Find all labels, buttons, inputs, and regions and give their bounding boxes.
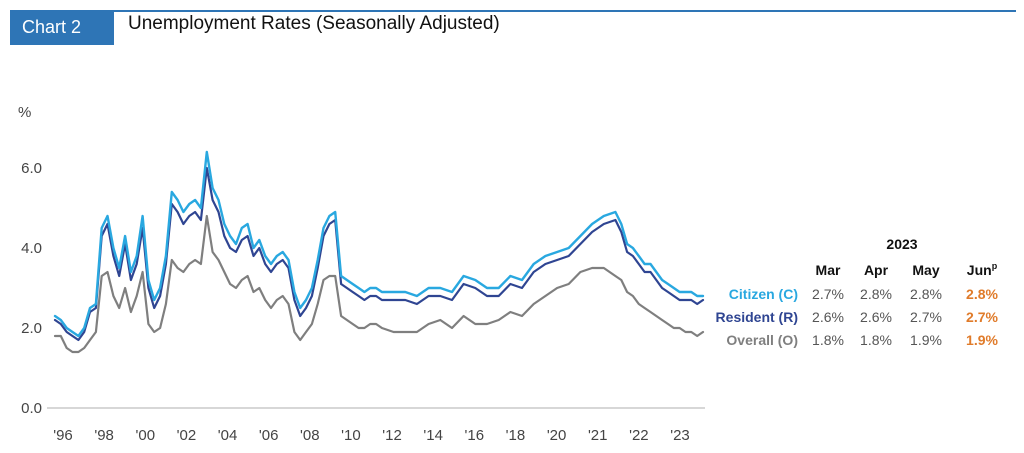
table-month-header: May xyxy=(912,262,939,278)
x-tick-label: '12 xyxy=(382,427,402,444)
table-month-header: Apr xyxy=(864,262,889,278)
table-cell: 1.8% xyxy=(812,332,844,348)
x-tick-label: '06 xyxy=(259,427,279,444)
table-cell: 2.6% xyxy=(860,309,892,325)
x-tick-label: '20 xyxy=(547,427,567,444)
table-cell: 2.6% xyxy=(812,309,844,325)
table-cell: 2.7% xyxy=(812,286,844,302)
data-table: 2023 Mar Apr May Junp Citizen (C) 2.7% 2.8% 2.8%… xyxy=(716,236,999,348)
table-month-header: Junp xyxy=(967,261,998,278)
chart-number-tag: Chart 2 xyxy=(10,10,114,45)
x-tick-label: '10 xyxy=(341,427,361,444)
table-cell: 1.9% xyxy=(966,332,998,348)
x-tick-label: '21 xyxy=(588,427,608,444)
x-tick-label: '16 xyxy=(465,427,485,444)
table-row-label: Resident (R) xyxy=(716,309,798,325)
preliminary-marker: p xyxy=(992,261,998,271)
y-tick-label: 6.0 xyxy=(21,160,42,177)
table-cell: 1.8% xyxy=(860,332,892,348)
table-cell: 2.8% xyxy=(910,286,942,302)
table-year-header: 2023 xyxy=(886,236,917,252)
series-line-resident xyxy=(53,166,705,342)
table-cell: 2.8% xyxy=(860,286,892,302)
x-tick-label: '23 xyxy=(670,427,690,444)
series-layer xyxy=(53,150,705,354)
x-tick-label: '96 xyxy=(53,427,73,444)
chart-axes: % 0.0 2.0 4.0 6.0 '96 '98 '00 '02 '04 '06 '08 '10 '1… xyxy=(18,104,705,444)
header-rule xyxy=(10,10,1016,12)
y-axis-unit-label: % xyxy=(18,104,31,121)
table-row-label: Overall (O) xyxy=(726,332,798,348)
x-tick-label: '98 xyxy=(94,427,114,444)
table-cell: 2.7% xyxy=(966,309,998,325)
table-cell: 2.7% xyxy=(910,309,942,325)
x-tick-label: '04 xyxy=(218,427,238,444)
y-tick-label: 0.0 xyxy=(21,400,42,417)
table-row-label: Citizen (C) xyxy=(729,286,798,302)
table-cell: 1.9% xyxy=(910,332,942,348)
chart-title: Unemployment Rates (Seasonally Adjusted) xyxy=(128,13,500,34)
series-line-citizen xyxy=(53,150,705,338)
y-tick-label: 2.0 xyxy=(21,320,42,337)
x-tick-label: '14 xyxy=(423,427,443,444)
series-line-overall xyxy=(53,214,705,354)
x-tick-label: '02 xyxy=(177,427,197,444)
y-tick-label: 4.0 xyxy=(21,240,42,257)
x-tick-label: '18 xyxy=(506,427,526,444)
table-cell: 2.8% xyxy=(966,286,998,302)
x-tick-label: '00 xyxy=(135,427,155,444)
x-tick-label: '22 xyxy=(629,427,649,444)
table-month-header: Mar xyxy=(816,262,841,278)
x-tick-label: '08 xyxy=(300,427,320,444)
